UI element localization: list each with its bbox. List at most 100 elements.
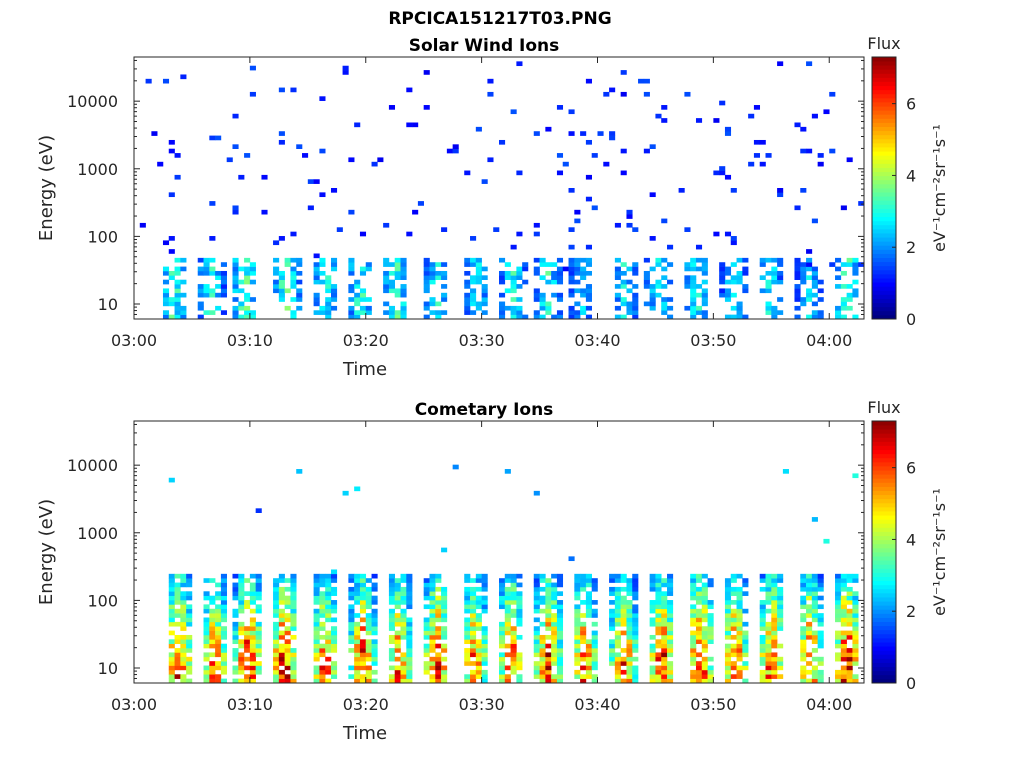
heatmap-cell bbox=[626, 652, 633, 658]
heatmap-cell bbox=[273, 284, 280, 289]
heatmap-cell bbox=[383, 301, 390, 307]
heatmap-cell bbox=[249, 621, 256, 627]
heatmap-cell bbox=[620, 648, 627, 653]
heatmap-cell bbox=[585, 582, 592, 588]
heatmap-cell bbox=[359, 270, 367, 276]
heatmap-cell bbox=[319, 643, 326, 649]
heatmap-cell bbox=[394, 262, 401, 267]
heatmap-cell bbox=[487, 91, 494, 97]
heatmap-cell bbox=[695, 639, 703, 644]
heatmap-cell bbox=[423, 652, 430, 658]
heatmap-cell bbox=[626, 639, 633, 644]
heatmap-cell bbox=[690, 643, 697, 649]
heatmap-cell bbox=[614, 275, 621, 280]
heatmap-cell bbox=[481, 678, 488, 684]
heatmap-cell bbox=[162, 314, 170, 320]
heatmap-cell bbox=[591, 608, 598, 614]
heatmap-cell bbox=[817, 582, 824, 588]
heatmap-cell bbox=[580, 270, 587, 276]
heatmap-cell bbox=[852, 279, 859, 285]
heatmap-cell bbox=[585, 314, 592, 320]
heatmap-cell bbox=[441, 656, 448, 662]
heatmap-cell bbox=[238, 604, 245, 610]
heatmap-cell bbox=[464, 310, 471, 315]
heatmap-cell bbox=[481, 604, 488, 610]
heatmap-cell bbox=[835, 314, 842, 320]
heatmap-cell bbox=[846, 297, 853, 302]
heatmap-cell bbox=[556, 634, 564, 640]
heatmap-cell bbox=[394, 288, 401, 294]
heatmap-cell bbox=[852, 634, 859, 640]
heatmap-cell bbox=[817, 643, 824, 649]
heatmap-cell bbox=[470, 257, 477, 263]
heatmap-cell bbox=[435, 275, 442, 280]
heatmap-cell bbox=[359, 297, 367, 302]
heatmap-cell bbox=[464, 591, 471, 596]
y-tick-label: 1000 bbox=[77, 524, 118, 543]
heatmap-cell bbox=[475, 600, 482, 605]
heatmap-cell bbox=[359, 652, 367, 658]
colorbar-segment bbox=[872, 138, 896, 144]
heatmap-cell bbox=[580, 652, 587, 658]
heatmap-cell bbox=[556, 314, 564, 320]
heatmap-cell bbox=[209, 270, 216, 276]
heatmap-cell bbox=[273, 270, 280, 276]
heatmap-cell bbox=[510, 109, 517, 115]
heatmap-cell bbox=[174, 648, 181, 653]
axes-box bbox=[133, 420, 865, 684]
heatmap-cell bbox=[174, 305, 181, 311]
heatmap-cell bbox=[464, 595, 471, 601]
colorbar-segment bbox=[872, 233, 896, 238]
heatmap-cell bbox=[614, 600, 621, 605]
heatmap-cell bbox=[354, 634, 361, 640]
heatmap-cell bbox=[330, 573, 338, 579]
heatmap-cell bbox=[777, 591, 784, 596]
colorbar-segment bbox=[872, 658, 896, 663]
heatmap-cell bbox=[220, 600, 227, 605]
heatmap-cell bbox=[817, 288, 824, 294]
heatmap-cell bbox=[556, 652, 564, 658]
heatmap-cell bbox=[429, 613, 436, 618]
heatmap-cell bbox=[649, 678, 656, 684]
heatmap-cell bbox=[765, 582, 772, 588]
heatmap-cell bbox=[278, 643, 285, 649]
heatmap-cell bbox=[330, 305, 338, 311]
heatmap-cell bbox=[365, 630, 372, 636]
heatmap-cell bbox=[736, 656, 743, 662]
heatmap-cell bbox=[574, 301, 581, 307]
heatmap-cell bbox=[238, 586, 245, 592]
heatmap-cell bbox=[840, 270, 847, 276]
heatmap-cell bbox=[313, 179, 320, 184]
colorbar-segment bbox=[872, 437, 896, 442]
heatmap-cell bbox=[464, 630, 471, 636]
heatmap-cell bbox=[551, 639, 558, 644]
heatmap-cell bbox=[475, 604, 482, 610]
heatmap-cell bbox=[574, 218, 581, 224]
heatmap-cell bbox=[585, 669, 592, 675]
heatmap-cell bbox=[481, 266, 488, 272]
heatmap-cell bbox=[609, 613, 616, 618]
colorbar-segment bbox=[872, 539, 896, 545]
heatmap-cell bbox=[771, 630, 778, 636]
colorbar-tick-label: 2 bbox=[906, 602, 916, 621]
heatmap-cell bbox=[724, 279, 732, 285]
heatmap-cell bbox=[840, 600, 847, 605]
heatmap-cell bbox=[516, 310, 523, 315]
heatmap-cell bbox=[470, 591, 477, 596]
heatmap-cell bbox=[186, 573, 193, 579]
heatmap-cell bbox=[313, 643, 320, 649]
heatmap-cell bbox=[655, 279, 662, 285]
heatmap-cell bbox=[139, 222, 146, 228]
heatmap-cell bbox=[835, 595, 842, 601]
heatmap-cell bbox=[296, 305, 303, 311]
heatmap-cell bbox=[835, 600, 842, 605]
heatmap-cell bbox=[724, 604, 732, 610]
heatmap-cell bbox=[383, 270, 390, 276]
heatmap-cell bbox=[429, 301, 436, 307]
heatmap-cell bbox=[806, 661, 813, 666]
heatmap-cell bbox=[168, 573, 175, 579]
heatmap-cell bbox=[614, 613, 621, 618]
heatmap-cell bbox=[174, 270, 181, 276]
heatmap-cell bbox=[777, 643, 784, 649]
heatmap-cell bbox=[249, 669, 256, 675]
